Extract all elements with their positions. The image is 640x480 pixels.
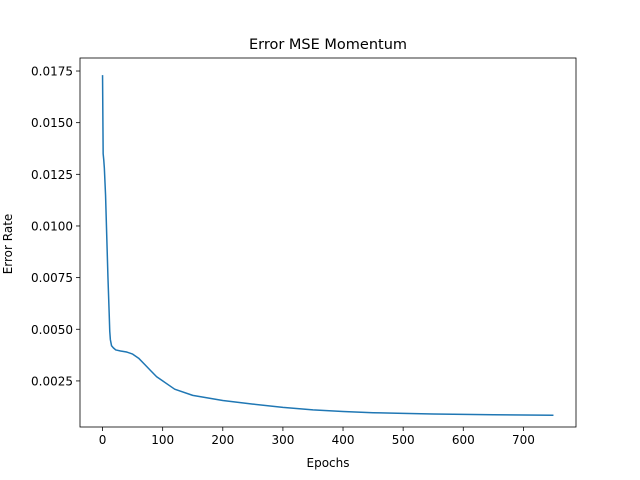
x-tick-label: 300 (271, 433, 294, 447)
y-tick-label: 0.0100 (31, 219, 73, 233)
axes-frame (79, 57, 577, 428)
x-tick-label: 600 (452, 433, 475, 447)
y-tick-label: 0.0150 (31, 116, 73, 130)
y-tick-label: 0.0125 (31, 168, 73, 182)
x-tick-label: 700 (512, 433, 535, 447)
series-line-0 (101, 75, 554, 416)
axes: 0 100 200 300 400 500 600 700 0.0025 0.0050 0.0075… (31, 57, 577, 447)
y-tick-label: 0.0025 (31, 374, 73, 388)
y-tick-label: 0.0075 (31, 271, 73, 285)
x-axis-label: Epochs (307, 456, 350, 470)
chart-title: Error MSE Momentum (249, 37, 407, 53)
x-tick-label: 100 (151, 433, 174, 447)
y-tick-label: 0.0050 (31, 323, 73, 337)
plot-area (101, 75, 554, 416)
x-tick-label: 400 (332, 433, 355, 447)
x-tick-label: 200 (211, 433, 234, 447)
x-tick-label: 0 (99, 433, 107, 447)
y-axis-label: Error Rate (1, 214, 15, 275)
y-tick-label: 0.0175 (31, 65, 73, 79)
x-tick-label: 500 (392, 433, 415, 447)
